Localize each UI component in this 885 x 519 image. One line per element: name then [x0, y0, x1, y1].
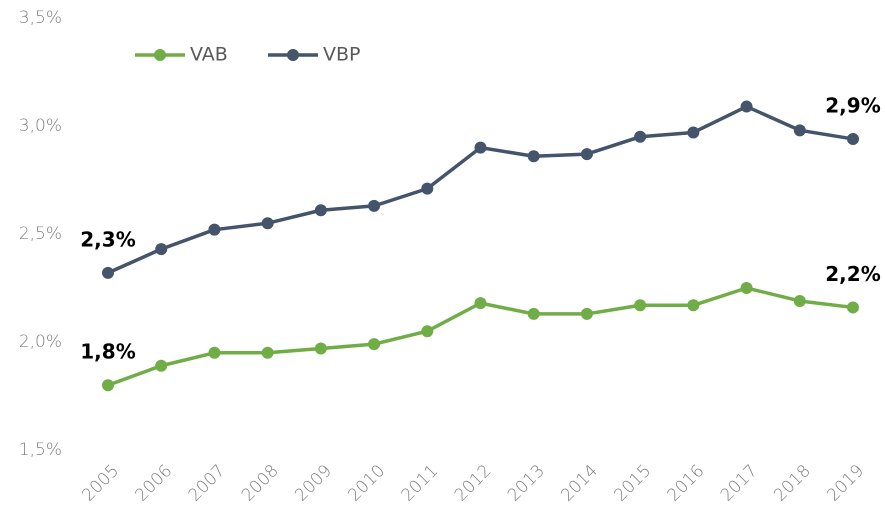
x-tick-label: 2018	[770, 461, 815, 506]
legend-marker	[154, 49, 166, 61]
point	[580, 307, 593, 320]
point	[155, 243, 168, 256]
point	[314, 342, 327, 355]
x-tick-label: 2011	[398, 461, 443, 506]
point	[527, 307, 540, 320]
point	[634, 299, 647, 312]
value-label: 2,3%	[80, 227, 135, 251]
x-tick-label: 2009	[291, 461, 336, 506]
x-tick-label: 2016	[664, 461, 709, 506]
legend-marker	[287, 49, 299, 61]
point	[793, 124, 806, 137]
point	[847, 301, 859, 314]
point	[687, 299, 700, 312]
x-tick-label: 2014	[557, 461, 602, 506]
x-tick-label: 2015	[610, 461, 655, 506]
x-tick-label: 2005	[78, 461, 123, 506]
point	[421, 325, 434, 338]
value-label: 2,2%	[825, 262, 880, 286]
point	[368, 338, 381, 351]
point	[793, 294, 806, 307]
y-tick-label: 2,0%	[19, 332, 62, 352]
series-line	[107, 104, 854, 275]
point	[474, 297, 487, 310]
point	[740, 282, 753, 294]
x-tick-label: 2006	[132, 461, 177, 506]
point	[687, 126, 700, 139]
x-tick-label: 2013	[504, 461, 549, 506]
x-tick-label: 2017	[717, 461, 762, 506]
point	[634, 130, 647, 143]
point	[474, 141, 487, 154]
point	[261, 217, 274, 230]
point	[847, 132, 859, 145]
point	[740, 100, 753, 113]
point	[102, 379, 114, 392]
point	[314, 204, 327, 217]
x-tick-label: 2008	[238, 461, 283, 506]
point	[421, 182, 434, 195]
x-tick-label: 2012	[451, 461, 496, 506]
point	[155, 359, 168, 372]
point	[102, 266, 114, 279]
x-tick-label: 2010	[344, 461, 389, 506]
value-label: 2,9%	[825, 93, 880, 117]
point	[368, 199, 381, 212]
y-tick-label: 1,5%	[19, 440, 62, 460]
point	[208, 346, 221, 359]
x-tick-label: 2019	[823, 461, 868, 506]
legend-label: VBP	[323, 44, 361, 66]
y-tick-label: 3,0%	[19, 116, 62, 136]
y-tick-label: 3,5%	[19, 8, 62, 28]
point	[580, 148, 593, 161]
point	[261, 346, 274, 359]
point	[527, 150, 540, 163]
value-label: 1,8%	[80, 340, 135, 364]
point	[208, 223, 221, 236]
y-tick-label: 2,5%	[19, 224, 62, 244]
legend-label: VAB	[190, 44, 228, 66]
x-tick-label: 2007	[185, 461, 230, 506]
